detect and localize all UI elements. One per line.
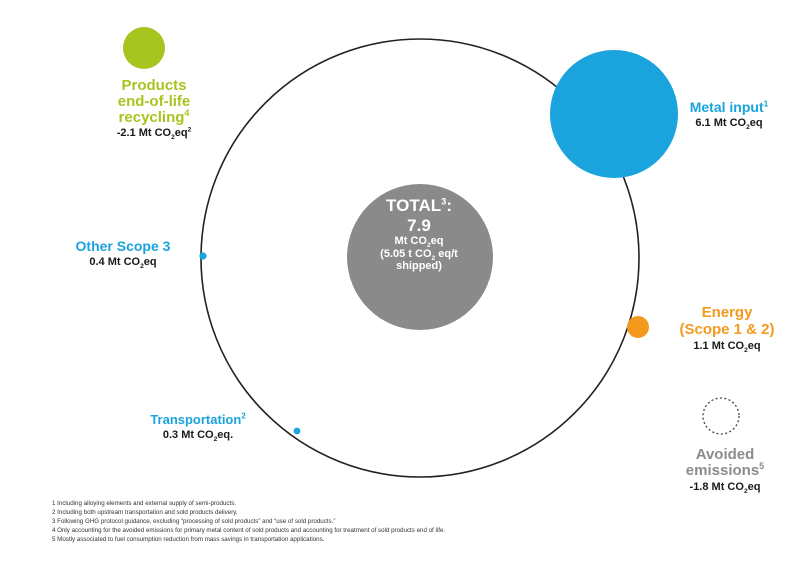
transportation-value: 0.3 Mt CO2eq.	[128, 429, 268, 444]
metal-input-bubble	[550, 50, 678, 178]
other-scope3-value: 0.4 Mt CO2eq	[48, 256, 198, 271]
footnote: 3 Following GHG protocol guidance, exclu…	[52, 517, 336, 525]
other-scope3-value-text: 0.4 Mt CO	[89, 256, 141, 269]
energy-name-line1: Energy	[701, 304, 753, 321]
metal-input-footnote-ref: 1	[763, 98, 769, 109]
other-scope3-name: Other Scope 3	[75, 238, 171, 254]
transportation-name: Transportation2	[128, 411, 268, 427]
transportation-value-end: eq.	[217, 429, 234, 442]
avoided-emissions-bubble	[702, 397, 740, 435]
recycling-label: Products end-of-life recycling4 -2.1 Mt …	[95, 78, 213, 142]
metal-input-value-text: 6.1 Mt CO	[695, 117, 747, 130]
total-value: 7.9	[407, 215, 431, 235]
avoided-name-line1: Avoided	[695, 446, 755, 463]
avoided-value-end: eq	[747, 480, 761, 493]
energy-label: Energy (Scope 1 & 2) 1.1 Mt CO2eq	[652, 304, 800, 355]
transportation-footnote-ref: 2	[241, 411, 246, 421]
energy-value-end: eq	[747, 340, 761, 352]
metal-input-label: Metal input1 6.1 Mt CO2eq	[664, 98, 794, 132]
total-intensity-basis: shipped)	[396, 260, 442, 273]
recycling-footnote-ref: 4	[184, 107, 190, 118]
recycling-value-text: -2.1 Mt CO	[116, 127, 172, 140]
total-intensity-text: (5.05 t CO	[380, 247, 432, 260]
footnote: 2 Including both upstream transportation…	[52, 508, 238, 516]
total-unit-sub: 2	[426, 242, 431, 250]
total-unit-text: Mt CO	[394, 235, 427, 248]
transportation-dot	[293, 427, 301, 435]
energy-bubble	[627, 316, 649, 338]
footnote: 5 Mostly associated to fuel consumption …	[52, 535, 325, 543]
recycling-name: Products end-of-life recycling4	[95, 78, 213, 125]
energy-value-text: 1.1 Mt CO	[693, 340, 745, 352]
transportation-label: Transportation2 0.3 Mt CO2eq.	[128, 411, 268, 444]
recycling-value-end: eq	[174, 127, 188, 140]
total-unit-end: eq	[430, 235, 444, 248]
energy-value-sub: 2	[744, 347, 748, 355]
avoided-value-text: -1.8 Mt CO	[689, 480, 744, 493]
metal-input-name: Metal input1	[664, 98, 794, 115]
recycling-name-line2: end-of-life	[117, 92, 191, 110]
total-intensity: (5.05 t CO2 eq/t	[348, 247, 490, 262]
total-footnote-ref: 3	[441, 196, 447, 207]
total-intensity-sub: 2	[431, 254, 436, 262]
avoided-name-line2: emissions	[685, 461, 760, 479]
avoided-emissions-value: -1.8 Mt CO2eq	[660, 480, 790, 495]
recycling-name-line3: recycling	[118, 108, 185, 126]
total-title-colon: :	[446, 196, 452, 215]
other-scope3-value-sub: 2	[140, 263, 144, 271]
energy-name: Energy (Scope 1 & 2)	[652, 304, 800, 338]
other-scope3-dot	[199, 252, 207, 260]
footnote: 4 Only accounting for the avoided emissi…	[52, 526, 446, 534]
avoided-footnote-ref: 5	[759, 460, 765, 471]
total-title-text: TOTAL	[386, 196, 442, 215]
energy-name-line2: (Scope 1 & 2)	[679, 320, 775, 338]
total-circle	[347, 184, 493, 330]
recycling-name-line1: Products	[121, 77, 187, 94]
avoided-emissions-name: Avoided emissions5	[660, 447, 790, 479]
other-scope3-label: Other Scope 3 0.4 Mt CO2eq	[48, 238, 198, 271]
recycling-value: -2.1 Mt CO2eq2	[95, 126, 213, 142]
metal-input-value-sub: 2	[746, 124, 750, 132]
total-label: TOTAL3: 7.9 Mt CO2eq (5.05 t CO2 eq/t sh…	[348, 196, 490, 273]
transportation-value-sub: 2	[213, 436, 218, 444]
total-title: TOTAL3:	[348, 196, 490, 216]
total-unit: Mt CO2eq	[348, 235, 490, 250]
recycling-value-sub: 2	[171, 134, 175, 142]
recycling-bubble	[123, 27, 165, 69]
metal-input-value-end: eq	[749, 117, 763, 130]
total-intensity-end: eq/t	[435, 247, 458, 260]
avoided-value-sub: 2	[743, 487, 748, 495]
energy-value: 1.1 Mt CO2eq	[652, 340, 800, 355]
avoided-emissions-label: Avoided emissions5 -1.8 Mt CO2eq	[660, 447, 790, 495]
other-scope3-value-end: eq	[143, 256, 157, 269]
recycling-value-footnote-ref: 2	[187, 126, 192, 134]
metal-input-value: 6.1 Mt CO2eq	[664, 117, 794, 132]
footnotes: 1 Including alloying elements and extern…	[52, 500, 792, 545]
transportation-name-text: Transportation	[150, 412, 242, 427]
transportation-value-text: 0.3 Mt CO	[162, 429, 214, 442]
metal-input-name-text: Metal input	[689, 99, 764, 115]
footnote: 1 Including alloying elements and extern…	[52, 500, 237, 507]
